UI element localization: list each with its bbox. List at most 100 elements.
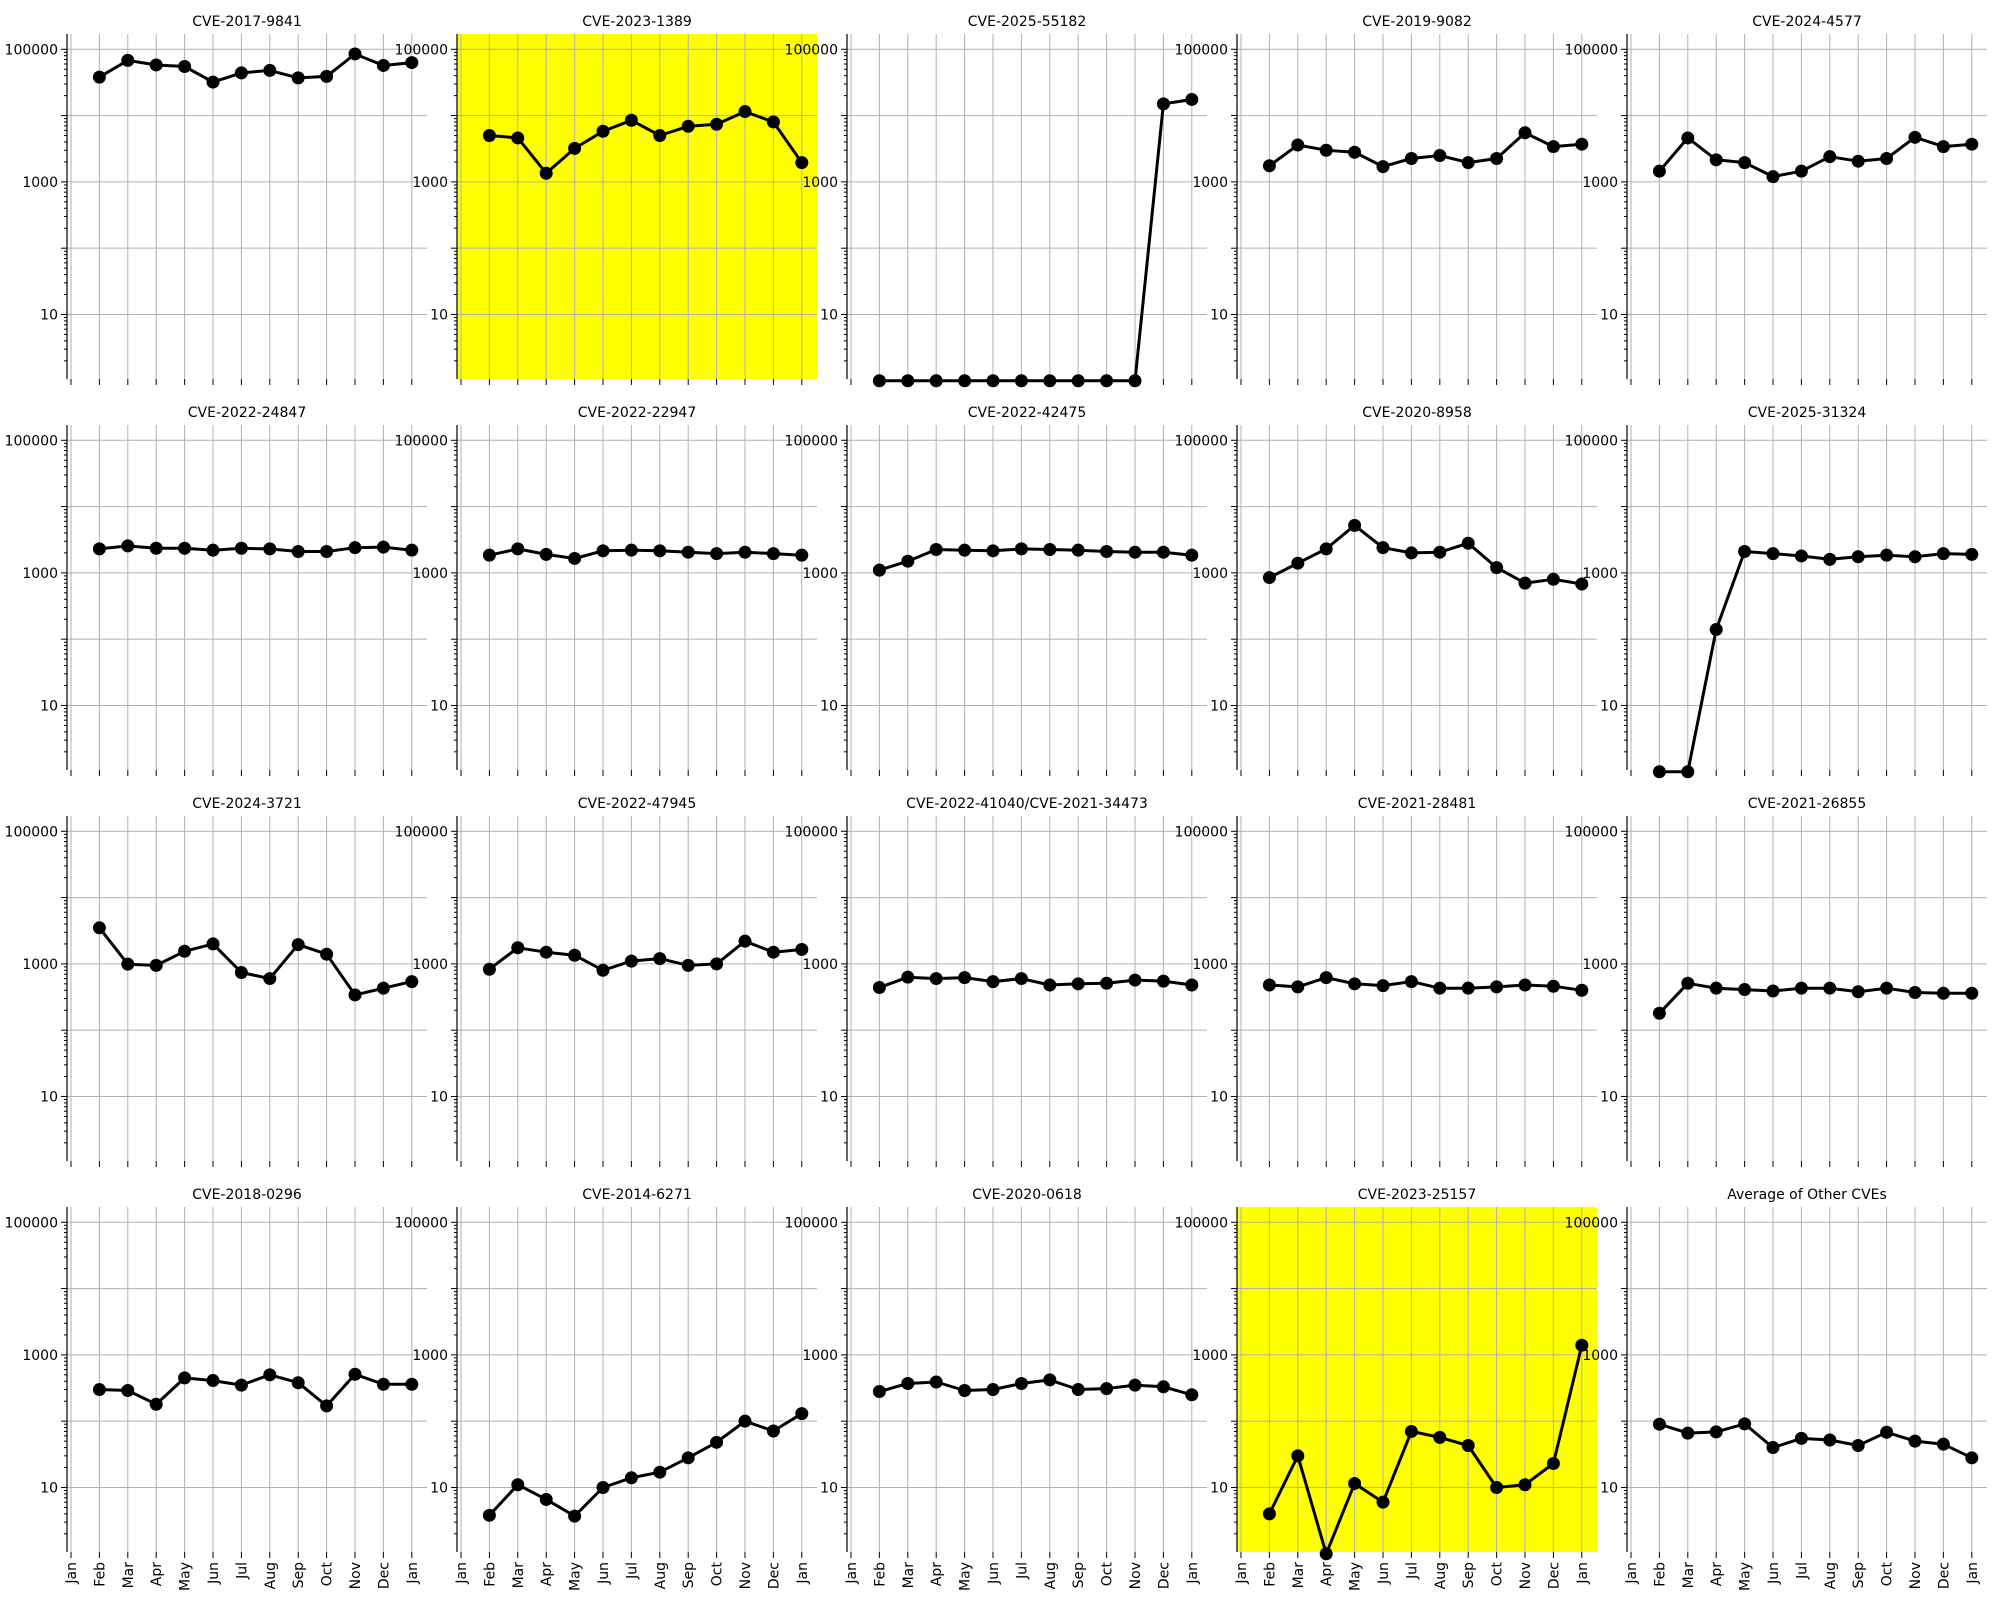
data-point bbox=[1014, 972, 1028, 986]
data-point bbox=[1404, 1424, 1418, 1438]
data-point bbox=[511, 1478, 525, 1492]
x-tick-label: Nov bbox=[1518, 1562, 1534, 1589]
data-point bbox=[1071, 374, 1085, 388]
subplot-title: CVE-2021-28481 bbox=[1358, 796, 1476, 812]
data-point bbox=[1156, 545, 1170, 559]
subplot: 10 1000 100000 CVE-2023-1389 bbox=[395, 14, 817, 385]
data-point bbox=[1965, 1451, 1979, 1465]
data-point bbox=[596, 544, 610, 558]
data-point bbox=[1461, 156, 1475, 170]
data-point bbox=[872, 1385, 886, 1399]
data-point bbox=[1319, 143, 1333, 157]
y-tick-label: 10 bbox=[1600, 1089, 1618, 1105]
y-tick-label: 100000 bbox=[1175, 433, 1228, 449]
series-line bbox=[1658, 981, 1972, 1015]
x-tick-label: Jan bbox=[1965, 1562, 1981, 1585]
y-tick-label: 10 bbox=[820, 1089, 838, 1105]
subplot: 10 1000 100000 CVE-2025-31324 bbox=[1565, 405, 1987, 779]
y-tick-label: 10 bbox=[430, 307, 448, 323]
data-point bbox=[986, 1383, 1000, 1397]
x-tick-label: May bbox=[1348, 1562, 1364, 1591]
data-point bbox=[901, 374, 915, 388]
data-point bbox=[1766, 170, 1780, 184]
data-point bbox=[872, 563, 886, 577]
data-point bbox=[681, 1451, 695, 1465]
y-tick-label: 10 bbox=[430, 1480, 448, 1496]
data-point bbox=[568, 1509, 582, 1523]
data-point bbox=[1433, 148, 1447, 162]
series-line bbox=[99, 1372, 412, 1408]
data-point bbox=[596, 1480, 610, 1494]
data-point bbox=[1709, 981, 1723, 995]
y-tick-label: 1000 bbox=[1582, 175, 1618, 191]
data-point bbox=[1291, 138, 1305, 152]
data-point bbox=[320, 947, 334, 961]
data-point bbox=[1014, 374, 1028, 388]
data-point bbox=[1880, 1425, 1894, 1439]
series-line bbox=[1268, 523, 1583, 586]
y-tick-label: 1000 bbox=[1192, 957, 1228, 973]
data-point bbox=[1766, 1441, 1780, 1455]
subplot: 10 1000 100000 Jan Feb Mar Apr May Jun Jul Aug Sep O… bbox=[1175, 1187, 1597, 1591]
subplot: 10 1000 100000 CVE-2017-9841 bbox=[5, 14, 427, 385]
data-point bbox=[986, 544, 1000, 558]
data-point bbox=[1100, 1382, 1114, 1396]
data-point bbox=[1965, 137, 1979, 151]
data-point bbox=[149, 1397, 163, 1411]
data-point bbox=[1794, 981, 1808, 995]
y-tick-label: 10 bbox=[1600, 1480, 1618, 1496]
y-tick-label: 100000 bbox=[1565, 824, 1618, 840]
x-tick-label: Jan bbox=[405, 1562, 421, 1585]
data-point bbox=[929, 543, 943, 557]
data-point bbox=[1043, 543, 1057, 557]
y-tick-label: 100000 bbox=[5, 433, 58, 449]
x-tick-label: Apr bbox=[929, 1562, 945, 1586]
data-point bbox=[1880, 548, 1894, 562]
series-line bbox=[879, 98, 1193, 383]
data-point bbox=[1404, 975, 1418, 989]
x-tick-label: Jun bbox=[1766, 1562, 1782, 1585]
data-point bbox=[1908, 986, 1922, 1000]
data-point bbox=[1376, 979, 1390, 993]
data-point bbox=[405, 543, 419, 557]
y-tick-label: 10 bbox=[1210, 1089, 1228, 1105]
x-tick-label: Jul bbox=[1794, 1562, 1810, 1580]
x-tick-label: Dec bbox=[1156, 1562, 1172, 1589]
series-line bbox=[98, 926, 413, 997]
subplot: 10 1000 100000 Jan Feb Mar Apr May Jun Jul Aug Sep O… bbox=[785, 1187, 1207, 1591]
data-point bbox=[653, 1465, 667, 1479]
subplot-title: Average of Other CVEs bbox=[1727, 1187, 1887, 1203]
subplot-title: CVE-2020-0618 bbox=[972, 1187, 1082, 1203]
subplot-title: CVE-2018-0296 bbox=[192, 1187, 302, 1203]
data-point bbox=[405, 56, 419, 70]
x-tick-label: Feb bbox=[872, 1562, 888, 1587]
data-point bbox=[1348, 518, 1362, 532]
data-point bbox=[1433, 981, 1447, 995]
data-point bbox=[624, 543, 638, 557]
data-point bbox=[1575, 137, 1589, 151]
subplot: 10 1000 100000 CVE-2024-3721 bbox=[5, 796, 427, 1167]
data-point bbox=[986, 374, 1000, 388]
data-point bbox=[958, 1384, 972, 1398]
data-point bbox=[1880, 152, 1894, 166]
data-point bbox=[1433, 1430, 1447, 1444]
subplot-title: CVE-2025-55182 bbox=[968, 14, 1086, 30]
data-point bbox=[568, 551, 582, 565]
x-tick-label: Jan bbox=[795, 1562, 811, 1585]
y-tick-label: 10 bbox=[820, 307, 838, 323]
x-tick-label: May bbox=[568, 1562, 584, 1591]
series-line bbox=[489, 547, 802, 560]
x-tick-label: Oct bbox=[1100, 1562, 1116, 1587]
x-tick-label: Jan bbox=[1575, 1562, 1591, 1585]
data-point bbox=[121, 1384, 135, 1398]
data-point bbox=[1794, 549, 1808, 563]
data-point bbox=[1071, 977, 1085, 991]
data-point bbox=[568, 141, 582, 155]
data-point bbox=[482, 548, 496, 562]
data-point bbox=[348, 47, 362, 61]
x-tick-label: Sep bbox=[1851, 1562, 1867, 1589]
data-point bbox=[624, 1471, 638, 1485]
data-point bbox=[738, 1414, 752, 1428]
x-tick-label: Apr bbox=[149, 1562, 165, 1586]
